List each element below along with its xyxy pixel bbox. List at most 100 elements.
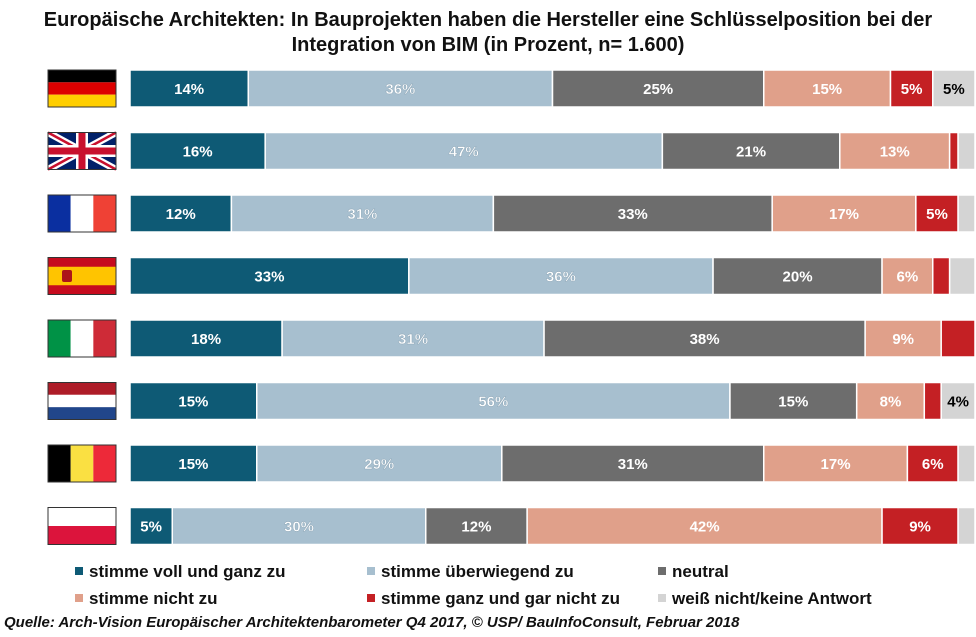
bar-segment <box>661 131 841 171</box>
bar-segment <box>957 194 976 233</box>
flag-de-icon <box>47 69 117 108</box>
stacked-bar-chart: 14% 36% 25% 15% 5% 5% 16% 47% 21% 13% 12% 31% 33% 17%… <box>46 69 976 546</box>
bar-segment <box>129 444 258 483</box>
legend-label: neutral <box>672 562 729 581</box>
data-label: 36% <box>546 269 576 286</box>
flag-it-icon <box>47 319 117 358</box>
bar-segment <box>256 444 503 483</box>
data-label: 15% <box>178 394 208 411</box>
bar-segment <box>129 69 250 108</box>
legend: stimme voll und ganz zu stimme überwiegen… <box>75 562 955 612</box>
bar-segment <box>551 69 765 108</box>
bar-row: 15% 56% 15% 8% 4% <box>129 381 976 421</box>
bar-segment <box>957 444 976 483</box>
flag-uk-icon <box>46 129 118 173</box>
data-label: 56% <box>478 394 508 411</box>
legend-label: stimme voll und ganz zu <box>89 562 286 581</box>
bar-segment <box>763 444 909 483</box>
data-label: 12% <box>166 206 196 223</box>
flag-nl-icon <box>47 382 117 420</box>
legend-item: stimme nicht zu <box>75 589 217 609</box>
bar-segment <box>425 506 528 546</box>
data-label: 14% <box>174 81 204 98</box>
data-label: 38% <box>690 331 720 348</box>
bar-segment <box>129 381 258 421</box>
bar-row: 12% 31% 33% 17% 5% <box>129 194 976 233</box>
data-label: 20% <box>783 269 813 286</box>
data-label: 47% <box>449 144 479 161</box>
data-label: 16% <box>183 144 213 161</box>
bar-segment <box>940 381 976 421</box>
bar-segment <box>763 69 892 108</box>
data-label: 18% <box>191 331 221 348</box>
bar-row: 14% 36% 25% 15% 5% 5% <box>129 69 976 108</box>
bar-row: 5% 30% 12% 42% 9% <box>129 506 976 546</box>
legend-swatch <box>658 593 666 602</box>
legend-label: stimme ganz und gar nicht zu <box>381 589 620 608</box>
bar-segment <box>932 256 951 296</box>
data-label: 5% <box>901 81 923 98</box>
bar-row: 18% 31% 38% 9% <box>129 319 976 358</box>
bar-segment <box>881 506 959 546</box>
data-label: 6% <box>922 456 944 473</box>
flag-es-icon <box>47 257 117 295</box>
bar-segment <box>771 194 917 233</box>
bar-segment <box>712 256 883 296</box>
bar-segment <box>855 381 926 421</box>
legend-swatch <box>75 566 83 575</box>
data-label: 15% <box>778 394 808 411</box>
bar-segment <box>923 381 942 421</box>
legend-label: stimme überwiegend zu <box>381 562 574 581</box>
bar-segment <box>543 319 866 358</box>
flag-be-icon <box>47 444 117 483</box>
chart-title-line-2: Integration von BIM (in Prozent, n= 1.60… <box>291 34 685 56</box>
legend-item: stimme voll und ganz zu <box>75 562 285 582</box>
bar-segment <box>957 131 976 171</box>
data-label: 4% <box>947 394 969 411</box>
bar-row: 33% 36% 20% 6% <box>129 256 976 296</box>
data-label: 15% <box>178 456 208 473</box>
data-label: 31% <box>398 331 428 348</box>
legend-item: weiß nicht/keine Antwort <box>658 589 872 609</box>
data-label: 5% <box>140 519 162 536</box>
data-label: 15% <box>812 81 842 98</box>
source-note: Quelle: Arch-Vision Europäischer Archite… <box>4 614 740 631</box>
bar-segment <box>408 256 714 296</box>
data-label: 21% <box>736 144 766 161</box>
legend-swatch <box>75 593 83 602</box>
data-label: 25% <box>643 81 673 98</box>
data-label: 42% <box>690 519 720 536</box>
chart-title-line-1: Europäische Architekten: In Bauprojekten… <box>43 9 933 31</box>
bar-segment <box>915 194 959 233</box>
legend-label: stimme nicht zu <box>89 589 218 608</box>
data-label: 13% <box>880 144 910 161</box>
data-label: 5% <box>926 206 948 223</box>
data-label: 31% <box>618 456 648 473</box>
legend-swatch <box>658 566 666 575</box>
bar-segment <box>281 319 545 358</box>
data-label: 17% <box>829 206 859 223</box>
bar-segment <box>171 506 427 546</box>
bar-segment <box>948 256 976 296</box>
bar-segment <box>129 256 410 296</box>
bar-segment <box>492 194 773 233</box>
bar-row: 15% 29% 31% 17% 6% <box>129 444 976 483</box>
data-label: 31% <box>347 206 377 223</box>
data-label: 6% <box>897 269 919 286</box>
data-label: 8% <box>880 394 902 411</box>
bar-segment <box>129 131 266 171</box>
bar-segment <box>526 506 883 546</box>
legend-item: neutral <box>658 562 729 582</box>
data-label: 29% <box>364 456 394 473</box>
bar-segment <box>957 506 976 546</box>
legend-label: weiß nicht/keine Antwort <box>672 589 872 608</box>
legend-swatch <box>367 566 375 575</box>
flag-pl-icon <box>47 507 117 545</box>
bar-segment <box>729 381 858 421</box>
bar-segment <box>948 131 959 171</box>
bar-row: 16% 47% 21% 13% <box>129 131 976 171</box>
data-label: 12% <box>461 519 491 536</box>
flag-fr-icon <box>47 194 117 233</box>
legend-item: stimme überwiegend zu <box>367 562 574 582</box>
bar-segment <box>932 69 976 108</box>
